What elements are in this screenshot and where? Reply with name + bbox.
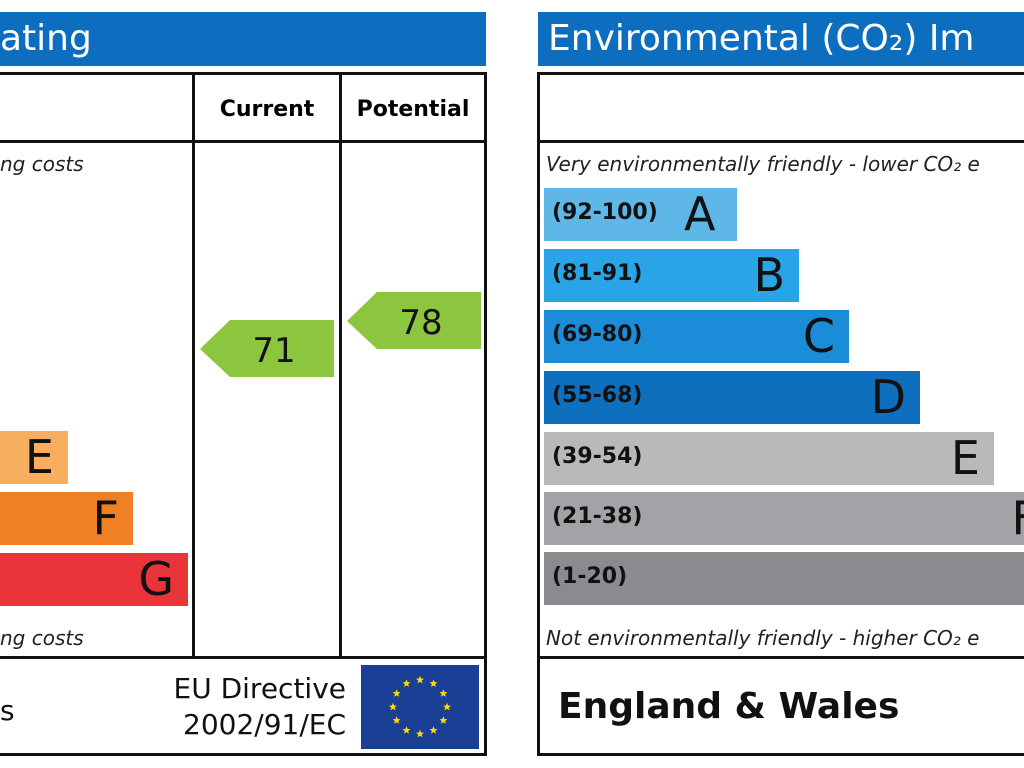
eu-star-icon <box>429 679 438 688</box>
env-bottom-note: Not environmentally friendly - higher CO… <box>546 626 980 650</box>
energy-band-g: G <box>0 553 188 606</box>
eu-star-icon <box>402 679 411 688</box>
env-band-g: (1-20) <box>544 552 1024 605</box>
eu-star-icon <box>429 726 438 734</box>
eu-star-icon <box>392 689 401 697</box>
env-footer-divider <box>537 656 1024 659</box>
eu-star-icon <box>416 675 424 684</box>
eu-star-icon <box>402 726 411 734</box>
env-band-letter: E <box>950 432 980 485</box>
energy-band-e: E <box>0 431 68 484</box>
env-band-letter: A <box>684 188 716 241</box>
env-header-divider <box>537 140 1024 143</box>
env-band-range: (39-54) <box>552 444 643 469</box>
env-band-letter: D <box>870 371 906 424</box>
env-band-f: (21-38) F <box>544 492 1024 545</box>
england-wales-label: England & Wales <box>558 686 900 727</box>
environmental-impact-title: Environmental (CO₂) Im <box>548 18 975 59</box>
env-top-note: Very environmentally friendly - lower CO… <box>546 152 980 176</box>
potential-rating-arrow: 78 <box>347 292 481 349</box>
energy-header-divider <box>0 140 487 143</box>
env-band-range: (1-20) <box>552 564 628 589</box>
energy-footer-divider <box>0 656 487 659</box>
env-band-letter: B <box>753 249 785 302</box>
energy-footer-left-text: s <box>0 694 15 727</box>
eu-star-icon <box>443 702 451 711</box>
energy-band-letter: G <box>138 553 174 606</box>
eu-flag-icon <box>361 665 479 749</box>
current-column-divider <box>192 72 195 658</box>
energy-rating-title: ating <box>0 18 92 59</box>
energy-top-note: ng costs <box>0 152 84 176</box>
eu-star-icon <box>392 716 401 724</box>
env-band-range: (55-68) <box>552 383 643 408</box>
current-rating-value: 71 <box>252 331 295 371</box>
env-band-c: (69-80) C <box>544 310 849 363</box>
eu-star-icon <box>416 729 424 738</box>
env-band-letter: F <box>1012 492 1024 545</box>
env-band-range: (92-100) <box>552 200 658 225</box>
potential-rating-value: 78 <box>399 303 442 343</box>
env-band-letter: C <box>802 310 835 363</box>
env-band-e: (39-54) E <box>544 432 994 485</box>
current-rating-arrow: 71 <box>200 320 334 377</box>
energy-bottom-note: ng costs <box>0 626 84 650</box>
env-band-range: (69-80) <box>552 322 643 347</box>
energy-band-letter: F <box>92 492 119 545</box>
energy-rating-header: ating <box>0 12 486 66</box>
env-band-d: (55-68) D <box>544 371 920 424</box>
eu-star-icon <box>389 702 397 711</box>
eu-star-icon <box>439 716 448 724</box>
energy-band-letter: E <box>24 431 54 484</box>
potential-column-header: Potential <box>356 97 470 122</box>
env-band-a: (92-100) A <box>544 188 737 241</box>
eu-directive-line2: 2002/91/EC <box>183 708 346 741</box>
potential-column-divider <box>339 72 342 658</box>
env-band-range: (81-91) <box>552 261 643 286</box>
eu-directive-line1: EU Directive <box>173 672 347 705</box>
current-column-header: Current <box>219 97 315 122</box>
env-band-range: (21-38) <box>552 504 643 529</box>
eu-star-icon <box>439 689 448 697</box>
energy-rating-box <box>0 72 487 756</box>
env-band-b: (81-91) B <box>544 249 799 302</box>
environmental-impact-header: Environmental (CO₂) Im <box>538 12 1024 66</box>
energy-band-f: F <box>0 492 133 545</box>
